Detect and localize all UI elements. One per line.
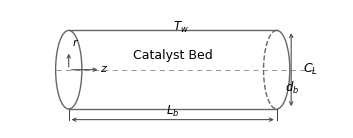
Text: $\mathbf{\mathit{C}}_L$: $\mathbf{\mathit{C}}_L$ bbox=[303, 62, 318, 77]
Text: Catalyst Bed: Catalyst Bed bbox=[133, 49, 213, 62]
Text: $L_b$: $L_b$ bbox=[166, 104, 179, 119]
Text: $r$: $r$ bbox=[72, 37, 79, 48]
Text: $d_b$: $d_b$ bbox=[285, 80, 299, 96]
Text: $z$: $z$ bbox=[100, 64, 108, 74]
Text: $T_w$: $T_w$ bbox=[173, 20, 189, 35]
